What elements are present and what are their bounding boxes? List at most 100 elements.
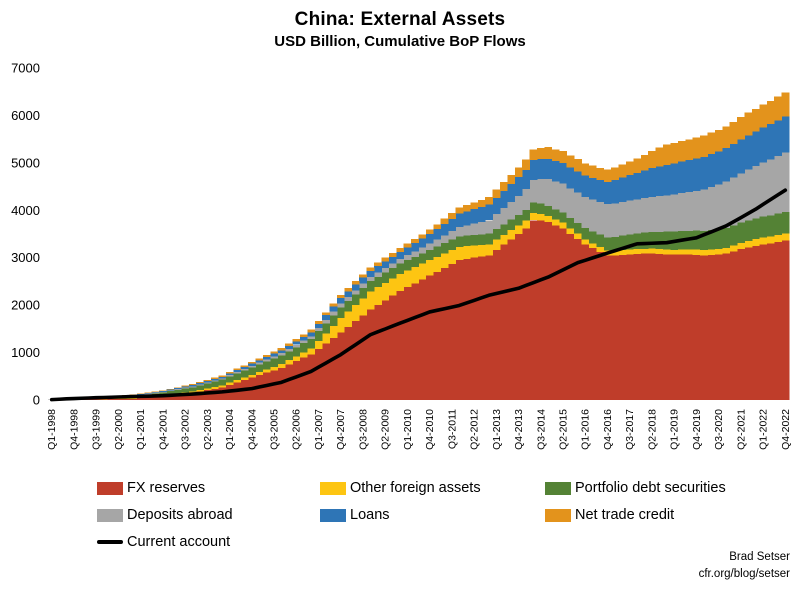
- legend-item: Portfolio debt securities: [545, 480, 800, 496]
- bar-segment: [277, 364, 286, 368]
- bar-segment: [729, 251, 738, 400]
- bar-segment: [122, 398, 130, 399]
- bar-segment: [248, 365, 256, 368]
- bar-segment: [470, 223, 479, 235]
- bar-segment: [559, 183, 567, 213]
- bar-segment: [166, 388, 175, 390]
- bar-segment: [677, 249, 686, 255]
- bar-segment: [648, 248, 656, 254]
- stacked-bars: [48, 92, 790, 400]
- x-tick-label: Q1-2007: [313, 409, 325, 450]
- bar-segment: [262, 361, 271, 370]
- bar-segment: [485, 244, 493, 256]
- bar-segment: [388, 295, 397, 400]
- bar-segment: [574, 171, 582, 193]
- bar-segment: [537, 213, 545, 221]
- bar-segment: [514, 215, 523, 226]
- bar-segment: [329, 337, 338, 400]
- bar-segment: [196, 382, 204, 384]
- bar-segment: [462, 246, 471, 259]
- bar-segment: [759, 127, 768, 163]
- bar-segment: [774, 213, 782, 236]
- bar-segment: [299, 340, 308, 344]
- bar-segment: [248, 374, 256, 378]
- bar-segment: [655, 166, 664, 197]
- x-tick-label: Q2-2000: [113, 409, 125, 450]
- bar-segment: [448, 218, 456, 232]
- bar-segment: [440, 253, 449, 268]
- y-tick-label: 7000: [11, 61, 40, 76]
- x-tick-label: Q3-2017: [624, 409, 636, 450]
- legend-color-swatch: [97, 508, 123, 522]
- bar-segment: [374, 287, 382, 305]
- bar-segment: [492, 249, 501, 400]
- x-tick-label: Q2-2012: [469, 409, 481, 450]
- y-tick-label: 5000: [11, 155, 40, 170]
- bar-segment: [707, 229, 716, 250]
- bar-segment: [396, 290, 404, 400]
- bar-segment: [559, 150, 567, 163]
- bar-segment: [203, 382, 212, 384]
- bar-segment: [522, 210, 530, 221]
- bar-segment: [700, 156, 708, 190]
- bar-segment: [277, 350, 286, 354]
- bar-segment: [544, 205, 553, 216]
- bar-segment: [448, 239, 456, 251]
- bar-segment: [470, 209, 479, 224]
- x-tick-label: Q3-2014: [535, 409, 547, 450]
- bar-segment: [625, 234, 634, 250]
- bar-segment: [425, 243, 434, 250]
- bar-segment: [403, 260, 412, 271]
- bar-segment: [425, 229, 434, 235]
- bar-segment: [655, 196, 664, 232]
- bar-segment: [470, 257, 479, 400]
- bar-segment: [603, 181, 612, 205]
- bar-segment: [774, 96, 782, 121]
- bar-segment: [403, 247, 412, 256]
- bar-segment: [625, 249, 634, 255]
- bar-segment: [366, 281, 375, 292]
- bar-segment: [670, 254, 679, 400]
- bar-segment: [648, 196, 656, 232]
- bar-segment: [225, 382, 234, 385]
- bar-segment: [462, 225, 471, 236]
- bar-segment: [692, 190, 701, 231]
- bar-segment: [700, 135, 708, 157]
- bar-segment: [322, 315, 330, 320]
- x-tick-label: Q3-2011: [446, 409, 458, 449]
- bar-segment: [203, 388, 212, 391]
- bar-segment: [359, 287, 367, 299]
- bar-segment: [314, 341, 323, 349]
- bar-segment: [403, 255, 412, 261]
- bar-segment: [581, 196, 590, 229]
- bar-segment: [781, 92, 790, 117]
- bar-segment: [603, 204, 612, 238]
- bar-segment: [500, 244, 508, 400]
- bar-segment: [707, 254, 716, 400]
- bar-segment: [159, 391, 167, 393]
- bar-segment: [322, 333, 330, 344]
- bar-segment: [737, 243, 745, 250]
- bar-segment: [625, 200, 634, 235]
- bar-segment: [759, 104, 768, 128]
- bar-segment: [188, 387, 197, 392]
- bar-segment: [411, 251, 419, 257]
- bar-segment: [359, 274, 367, 278]
- bar-segment: [759, 216, 768, 238]
- bar-segment: [285, 364, 293, 400]
- bar-segment: [455, 236, 464, 247]
- bar-segment: [136, 398, 145, 400]
- bar-segment: [151, 392, 160, 394]
- x-tick-label: Q4-2022: [780, 409, 792, 450]
- bar-segment: [381, 257, 390, 262]
- bar-segment: [196, 385, 204, 390]
- bar-segment: [403, 243, 412, 248]
- bar-segment: [692, 137, 701, 159]
- bar-segment: [233, 380, 241, 383]
- bar-segment: [277, 348, 286, 351]
- bar-segment: [433, 229, 442, 240]
- bar-segment: [744, 169, 753, 221]
- legend-line-swatch: [97, 540, 123, 544]
- bar-segment: [714, 184, 723, 230]
